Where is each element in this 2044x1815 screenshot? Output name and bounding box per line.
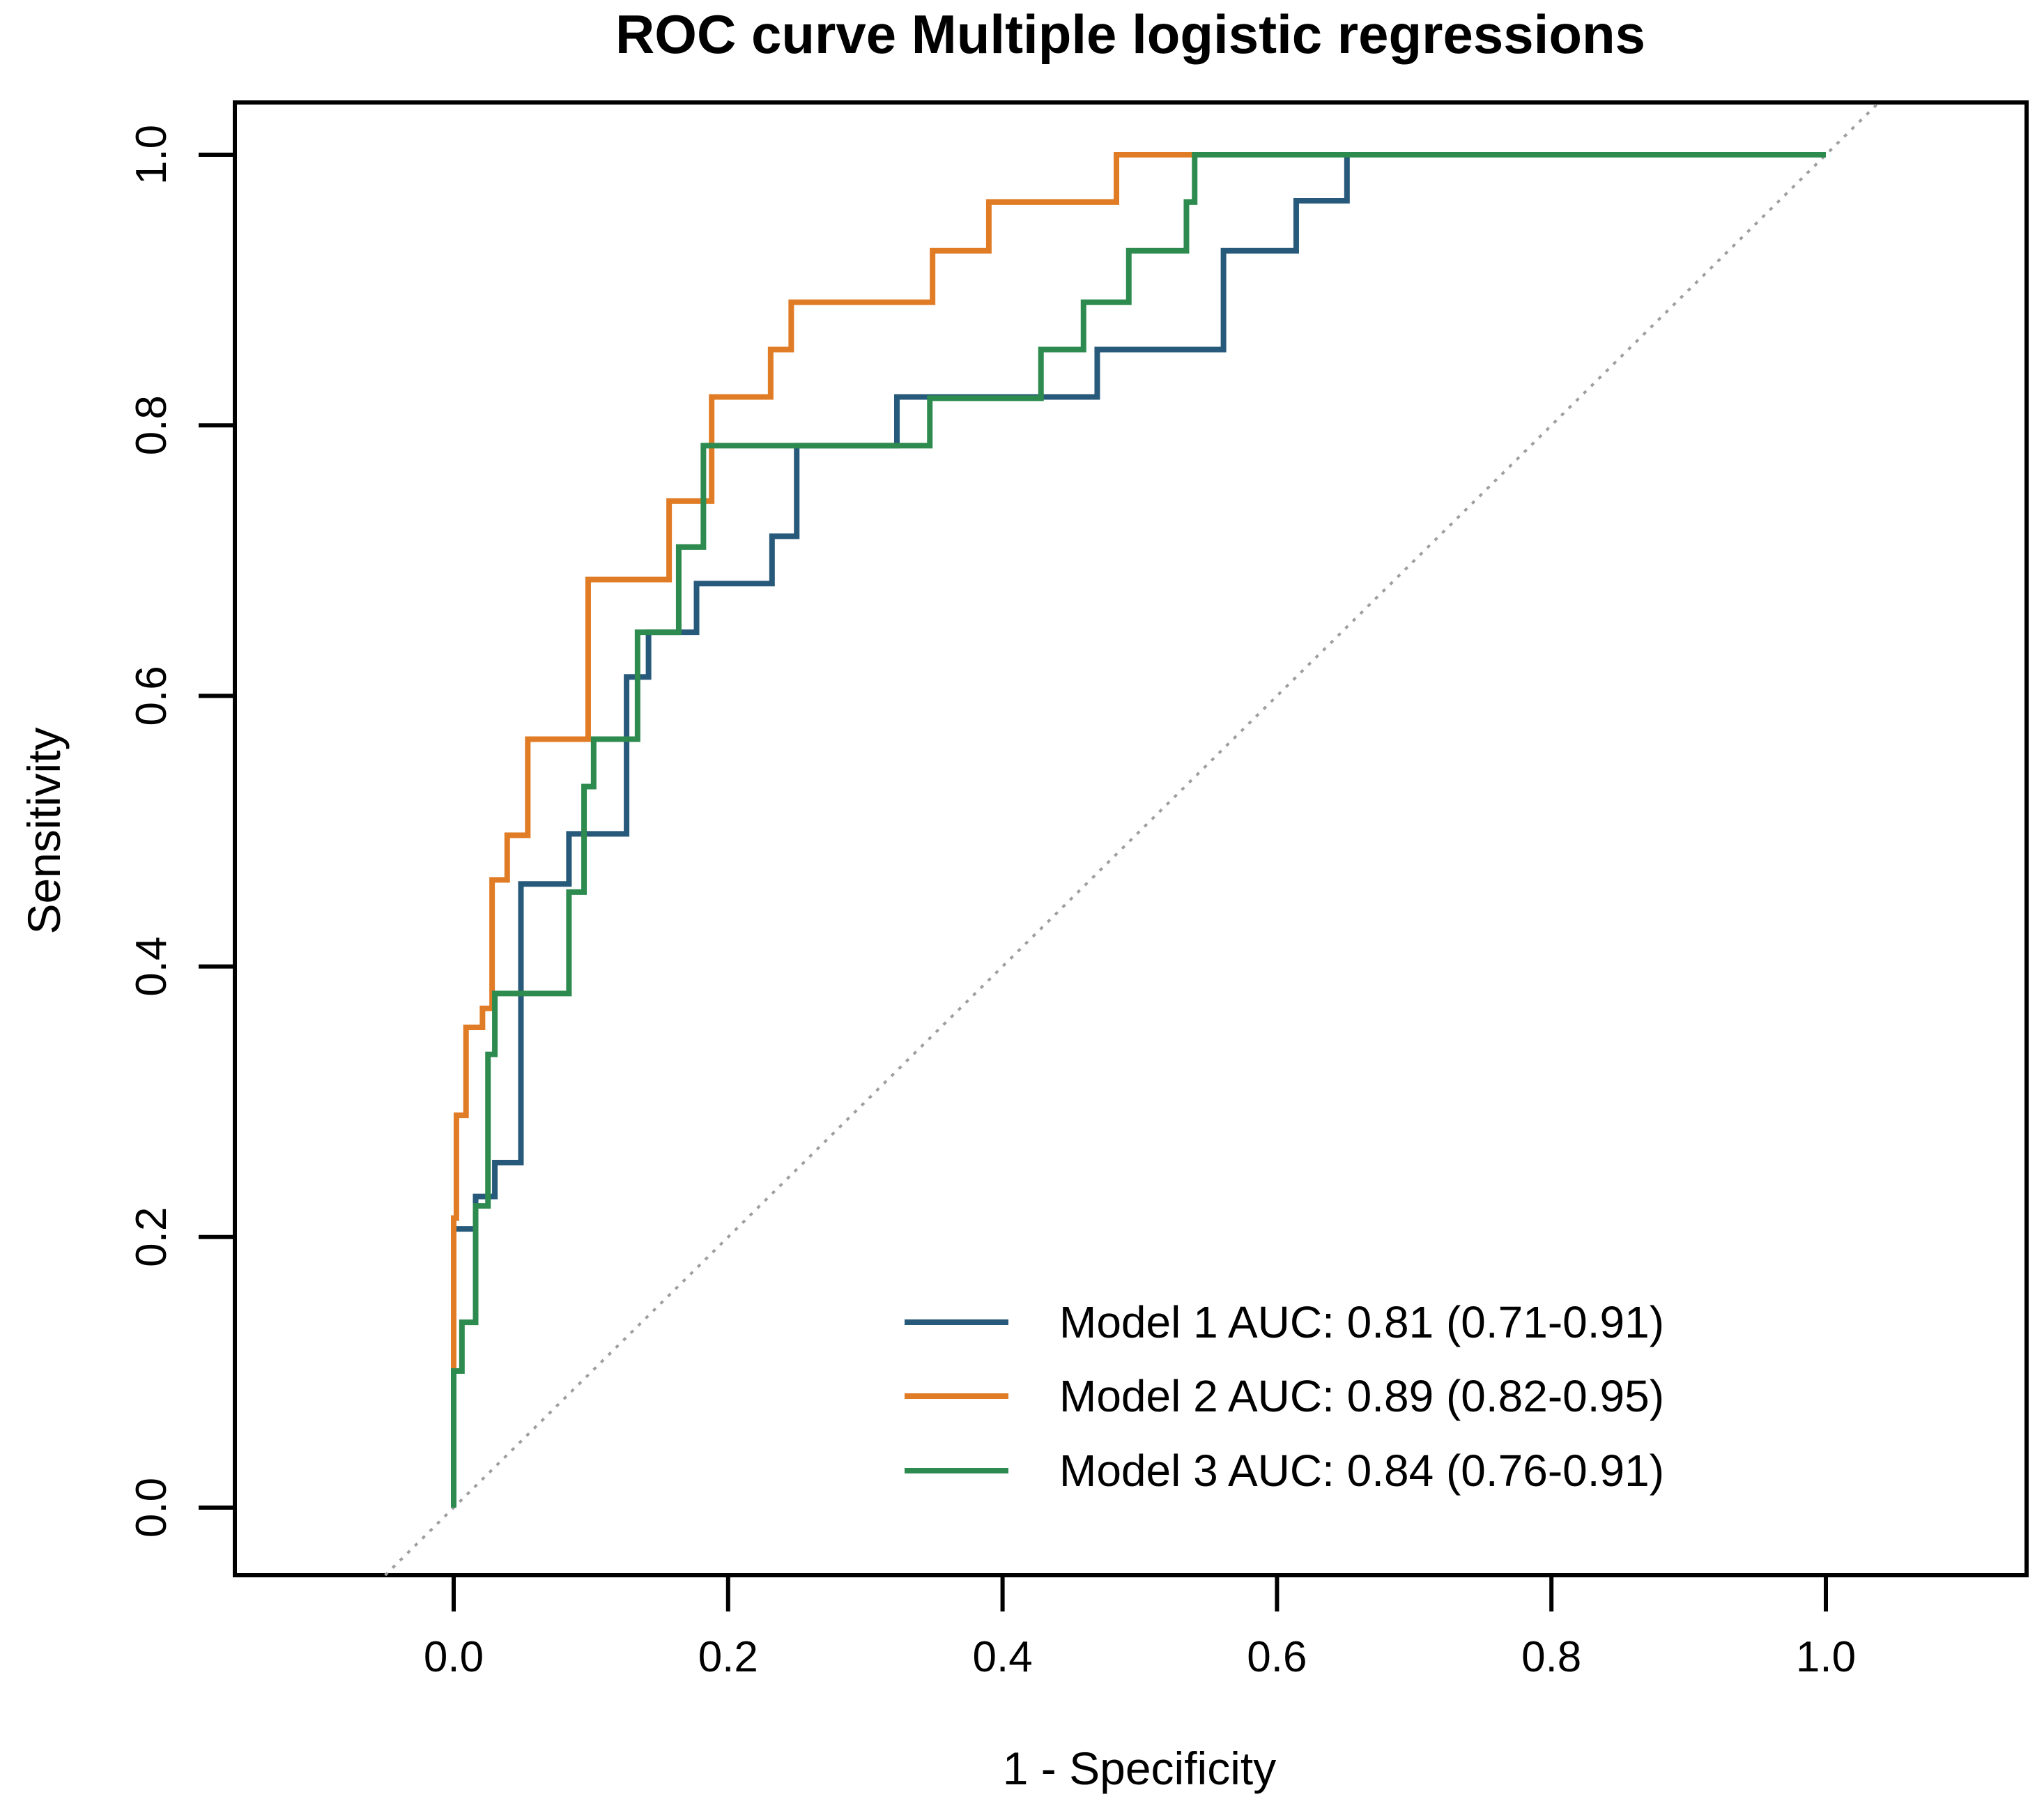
chart-title: ROC curve Multiple logistic regressions xyxy=(615,3,1645,65)
legend-label: Model 3 AUC: 0.84 (0.76-0.91) xyxy=(1059,1446,1664,1496)
x-tick-label: 0.4 xyxy=(972,1633,1032,1681)
plot-box xyxy=(233,100,2029,1577)
x-axis-label: 1 - Specificity xyxy=(1003,1743,1276,1794)
y-tick-label: 0.4 xyxy=(128,936,176,996)
roc-curve-model-3 xyxy=(451,152,1826,1508)
x-tick-label: 0.2 xyxy=(698,1633,758,1681)
y-tick-label: 0.0 xyxy=(128,1478,176,1538)
legend-item-model-1: Model 1 AUC: 0.81 (0.71-0.91) xyxy=(905,1297,1664,1347)
x-tick-label: 0.6 xyxy=(1247,1633,1307,1681)
legend-item-model-2: Model 2 AUC: 0.89 (0.82-0.95) xyxy=(905,1371,1664,1421)
y-tick-label: 0.6 xyxy=(128,666,176,726)
legend-label: Model 2 AUC: 0.89 (0.82-0.95) xyxy=(1059,1371,1664,1421)
y-tick-label: 1.0 xyxy=(128,125,176,185)
y-tick-label: 0.2 xyxy=(128,1207,176,1267)
x-tick-label: 0.0 xyxy=(424,1633,484,1681)
legend-item-model-3: Model 3 AUC: 0.84 (0.76-0.91) xyxy=(905,1446,1664,1496)
x-tick-label: 0.8 xyxy=(1521,1633,1581,1681)
y-tick-label: 0.8 xyxy=(128,395,176,455)
diagonal-reference-line xyxy=(384,101,1880,1577)
legend-label: Model 1 AUC: 0.81 (0.71-0.91) xyxy=(1059,1297,1664,1347)
y-axis-label: Sensitivity xyxy=(18,727,70,934)
roc-curve-model-1 xyxy=(451,152,1826,1508)
roc-curve-model-2 xyxy=(451,152,1826,1508)
x-tick-label: 1.0 xyxy=(1796,1633,1856,1681)
